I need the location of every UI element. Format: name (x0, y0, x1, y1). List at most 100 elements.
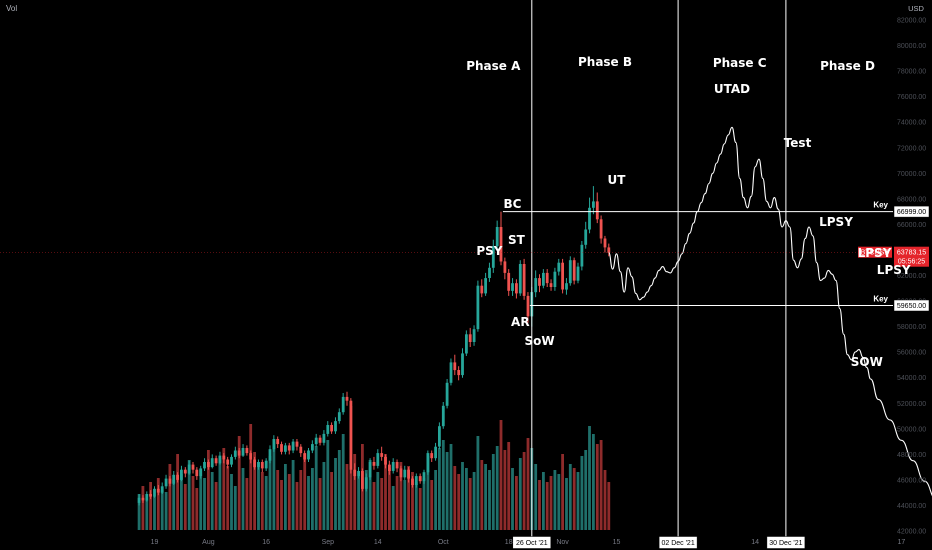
volume-bar (322, 462, 326, 530)
candle-body (245, 448, 249, 454)
time-tick-label: 17 (898, 539, 906, 546)
volume-bar (168, 464, 172, 530)
candle-body (191, 464, 195, 470)
annotation-label: SoW (524, 333, 555, 348)
candle-body (545, 272, 549, 284)
key-level-name: Key (873, 295, 888, 304)
candle-body (303, 453, 307, 460)
volume-bar (172, 480, 176, 530)
volume-bar (465, 468, 468, 530)
candle-body (183, 469, 187, 474)
volume-bar (572, 468, 576, 530)
candle-body (518, 264, 522, 294)
candle-body (388, 464, 391, 471)
time-tick-label: 19 (151, 539, 159, 546)
annotation-label: Phase A (466, 59, 521, 73)
key-level-value: 59650.00 (897, 303, 926, 310)
candle-body (226, 459, 230, 465)
candle-body (276, 439, 280, 445)
reference-lines: Key Key (0, 0, 893, 537)
candle-body (153, 488, 156, 497)
volume-bar (233, 486, 237, 530)
volume-bar (253, 452, 256, 530)
highlighted-date-tag (658, 536, 698, 549)
volume-bar (522, 452, 526, 530)
volume-bar (156, 478, 160, 530)
volume-bar (334, 458, 337, 530)
price-axis: USD 42000.00 44000.00 46000.00 48000.00 50000… (858, 4, 930, 536)
volume-bar (411, 472, 414, 530)
candle-body (426, 453, 430, 473)
price-tick-label: 76000.00 (897, 94, 926, 101)
volume-bar (230, 474, 233, 530)
volume-bar (318, 478, 322, 530)
symbol-label: BTCUSD (861, 250, 890, 257)
time-tick-label: 16 (262, 539, 270, 546)
annotation-label: UTAD (713, 82, 751, 96)
volume-bar (284, 464, 287, 530)
volume-bar (295, 482, 299, 530)
candle-body (345, 396, 349, 401)
candle-body (491, 246, 495, 268)
candle-body (549, 283, 553, 287)
volume-bar (468, 478, 472, 530)
volume-bar (449, 444, 453, 530)
volume-bar (287, 474, 291, 530)
volume-bar (257, 462, 260, 530)
candle-body (222, 455, 226, 460)
volume-bar (195, 488, 199, 530)
candle-body (453, 362, 457, 371)
volume-bar (472, 472, 476, 530)
volume-bar (565, 478, 568, 530)
candle-body (422, 472, 426, 482)
volume-bar (418, 488, 422, 530)
volume-bar (503, 450, 507, 530)
volume-bar (153, 496, 156, 530)
candle-body (249, 453, 253, 460)
volume-bar (495, 446, 499, 530)
volume-bar (303, 454, 307, 530)
volume-bar (337, 450, 341, 530)
candle-body (176, 474, 179, 480)
volume-bar (245, 478, 249, 530)
time-tick-label: 18 (505, 539, 513, 546)
price-tick-label: 42000.00 (897, 529, 926, 536)
volume-bar (553, 470, 557, 530)
candle-body (557, 262, 561, 272)
annotation-label: Phase D (820, 59, 875, 73)
volume-bar (507, 442, 511, 530)
volume-bar (480, 460, 484, 530)
candle-body (230, 456, 233, 465)
time-tick-label: Nov (556, 539, 569, 546)
price-tick-label: 80000.00 (897, 43, 926, 50)
volume-bar (149, 482, 152, 530)
volume-bar (341, 434, 345, 530)
annotation-label: LPSY (857, 245, 892, 260)
last-price-tag (894, 246, 929, 267)
candle-body (461, 353, 464, 376)
last-price-value: 63783.15 (897, 250, 926, 257)
projected-price-path (608, 126, 932, 497)
volume-bar (357, 476, 360, 530)
candle-body (584, 229, 588, 245)
volume-bar (330, 472, 333, 530)
candle-body (330, 425, 333, 432)
candle-body (172, 474, 176, 484)
volume-bar (534, 464, 538, 530)
candle-body (438, 426, 441, 447)
candle-countdown: 05:56:25 (898, 259, 925, 266)
annotation-label: ST (507, 232, 525, 247)
highlighted-date-label: 02 Dec '21 (661, 540, 694, 547)
volume-bar (595, 444, 599, 530)
highlighted-date-label: 26 Oct '21 (516, 540, 548, 547)
candle-body (391, 462, 395, 471)
annotation-label: LPSY (819, 214, 853, 229)
volume-bar (218, 458, 222, 530)
candle-body (372, 462, 376, 466)
volume-bar (388, 468, 391, 530)
price-tick-label: 68000.00 (897, 196, 926, 203)
candle-body (195, 469, 199, 477)
candle-body (318, 437, 322, 443)
candle-body (272, 439, 276, 450)
